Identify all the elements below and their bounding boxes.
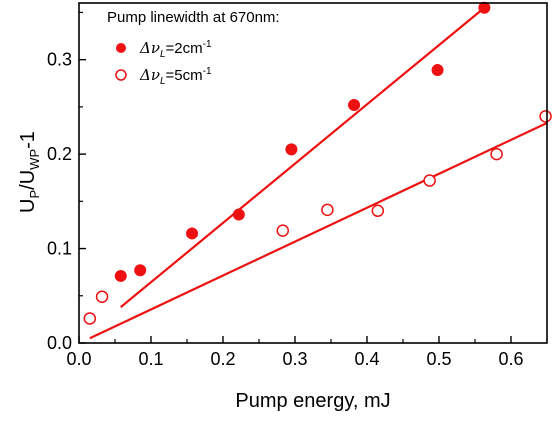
legend-marker-filled [116, 43, 126, 53]
legend-entry-1-eq: =2cm [166, 40, 203, 57]
axis-ticks: 0.0 0.1 0.2 0.3 0.4 0.5 0.6 0.0 0.1 0.2 0.3 [47, 11, 524, 369]
data-point-series-1 [232, 208, 245, 221]
legend-entry-2-sup: -1 [203, 66, 212, 77]
x-axis-label: Pump energy, mJ [235, 390, 390, 412]
data-point-series-1 [186, 227, 199, 240]
data-point-series-2 [83, 312, 97, 325]
y-axis-label: UP/UWP-1 [17, 131, 42, 213]
data-point-series-1 [134, 264, 147, 277]
legend-entry-1-sup: -1 [203, 39, 212, 50]
legend-entry-2: ΔνL=5cm-1 [139, 66, 212, 87]
x-tick-label: 0.0 [66, 349, 91, 369]
x-tick-label: 0.2 [210, 349, 235, 369]
data-point-series-2 [371, 204, 385, 218]
x-tick-label: 0.1 [138, 349, 163, 369]
data-point-series-1 [478, 1, 491, 14]
fit-line-series-2 [89, 121, 548, 340]
data-point-series-2 [490, 147, 503, 161]
y-label-tail: -1 [17, 131, 39, 149]
x-tick-label: 0.6 [498, 349, 523, 369]
legend-title: Pump linewidth at 670nm: [107, 9, 280, 26]
svg-text:UP/UWP-1: UP/UWP-1 [17, 131, 42, 213]
data-point-series-1 [114, 269, 127, 282]
data-point-series-2 [539, 110, 552, 123]
data-marks [83, 1, 552, 340]
legend-entry-1-sub: L [160, 49, 166, 60]
data-point-series-1 [348, 99, 361, 111]
y-tick-label: 0.1 [47, 239, 72, 259]
y-label-main: U [17, 198, 39, 212]
y-label-sub2: WP [27, 149, 42, 170]
data-point-series-2 [95, 290, 109, 303]
x-tick-label: 0.4 [354, 349, 379, 369]
data-point-series-2 [321, 203, 334, 217]
y-tick-label: 0.2 [47, 144, 72, 164]
y-tick-label: 0.3 [47, 50, 72, 70]
y-label-sub1: P [27, 190, 42, 199]
data-point-series-1 [431, 64, 444, 77]
fit-line-series-1 [120, 6, 486, 308]
y-tick-label: 0.0 [47, 333, 72, 353]
legend-entry-1: ΔνL=2cm-1 [139, 39, 212, 60]
legend-entry-1-prefix: Δν [139, 39, 160, 57]
legend-marker-open [115, 69, 127, 81]
y-label-mid: /U [17, 170, 39, 190]
data-point-series-1 [285, 143, 298, 156]
x-tick-label: 0.3 [282, 349, 307, 369]
data-point-series-2 [276, 224, 290, 237]
legend: Pump linewidth at 670nm: ΔνL=2cm-1 ΔνL=5… [107, 9, 280, 87]
legend-entry-2-sub: L [160, 76, 166, 87]
plot-frame [78, 2, 548, 344]
legend-entry-2-prefix: Δν [139, 66, 160, 84]
data-point-series-2 [423, 174, 436, 187]
legend-entry-2-eq: =5cm [166, 67, 203, 84]
x-tick-label: 0.5 [426, 349, 451, 369]
